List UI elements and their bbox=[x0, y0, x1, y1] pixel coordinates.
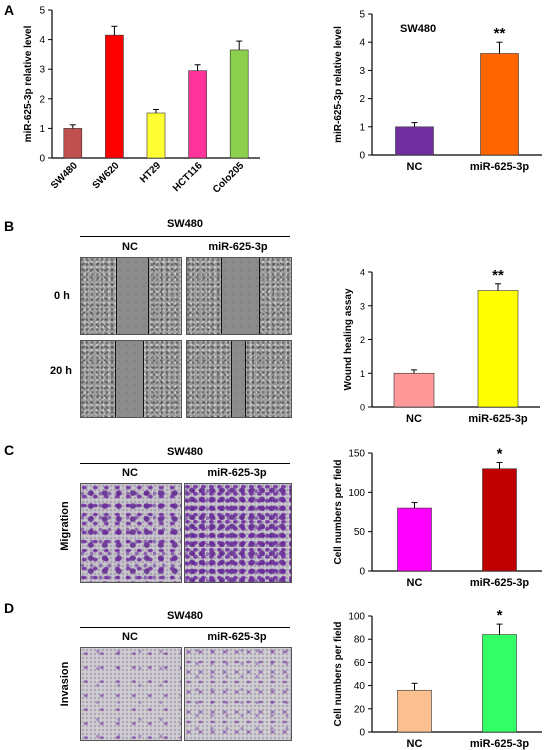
y-tick-label: 2 bbox=[359, 94, 365, 105]
x-tick-label: miR-625-3p bbox=[468, 413, 528, 425]
y-tick-label: 4 bbox=[359, 38, 365, 49]
x-tick-label: SW480 bbox=[49, 160, 80, 191]
y-tick-label: 1 bbox=[39, 124, 45, 135]
panel-d-rule bbox=[80, 627, 290, 628]
y-tick-label: 4 bbox=[39, 35, 45, 46]
y-tick-label: 2 bbox=[39, 94, 45, 105]
bar bbox=[397, 507, 432, 572]
bar bbox=[482, 634, 517, 733]
y-tick-label: 3 bbox=[360, 301, 365, 311]
y-tick-label: 80 bbox=[354, 635, 366, 646]
y-tick-label: 1 bbox=[360, 369, 365, 379]
y-axis-label: miR-625-3p relative level bbox=[23, 25, 34, 142]
panel-b-row-0h: 0 h bbox=[54, 290, 70, 302]
bar bbox=[393, 372, 435, 408]
panel-d-col-mir: miR-625-3p bbox=[207, 631, 267, 643]
bar bbox=[188, 70, 207, 159]
panel-d-side-label: Invasion bbox=[59, 661, 71, 707]
panel-c-col-nc: NC bbox=[122, 467, 138, 479]
y-tick-label: 60 bbox=[354, 658, 366, 669]
y-tick-label: 3 bbox=[359, 66, 365, 77]
x-tick-label: NC bbox=[406, 413, 422, 425]
bar bbox=[397, 689, 432, 733]
y-tick-label: 100 bbox=[348, 612, 365, 623]
chart-c-right: Cell numbers per field 0 50 100 150 NC * miR-62… bbox=[333, 445, 542, 589]
x-tick-label: HT29 bbox=[138, 160, 163, 185]
chart-a-left: miR-625-3p relative level 0 1 2 3 4 5 SW480 SW62… bbox=[23, 6, 260, 196]
y-axis-label: Cell numbers per field bbox=[333, 621, 344, 726]
y-tick-label: 50 bbox=[354, 527, 366, 538]
panel-c-header: SW480 bbox=[166, 446, 204, 458]
y-tick-label: 150 bbox=[348, 449, 365, 460]
y-tick-label: 3 bbox=[39, 65, 45, 76]
wound-image-nc-0h bbox=[80, 257, 182, 335]
migration-image-nc bbox=[80, 483, 182, 583]
bar bbox=[480, 53, 519, 156]
migration-image-mir bbox=[184, 483, 292, 583]
panel-letter-b: B bbox=[4, 218, 15, 234]
bar bbox=[63, 128, 83, 159]
chart-b-right: Wound healing assay 0 1 2 3 4 NC ** miR-625-3p bbox=[343, 267, 540, 425]
wound-image-mir-0h bbox=[186, 257, 292, 335]
bar bbox=[105, 34, 124, 159]
significance-mark: ** bbox=[494, 25, 506, 42]
y-tick-label: 40 bbox=[354, 681, 366, 692]
panel-letter-d: D bbox=[4, 600, 15, 616]
significance-mark: * bbox=[497, 445, 503, 462]
y-tick-label: 0 bbox=[39, 154, 45, 165]
bar bbox=[146, 112, 166, 159]
bar bbox=[229, 49, 249, 159]
x-tick-label: HCT116 bbox=[171, 160, 205, 194]
x-tick-label: SW620 bbox=[91, 160, 122, 191]
significance-mark: ** bbox=[492, 267, 504, 284]
bar bbox=[482, 468, 517, 572]
panel-b-header: SW480 bbox=[166, 218, 204, 230]
panel-c-rule bbox=[80, 463, 290, 464]
y-axis-label: miR-625-3p relative level bbox=[333, 26, 344, 143]
significance-mark: * bbox=[497, 608, 503, 624]
chart-a-right: miR-625-3p relative level 0 1 2 3 4 5 SW480 NC **… bbox=[333, 10, 542, 173]
y-tick-label: 2 bbox=[360, 335, 365, 345]
y-axis-label: Wound healing assay bbox=[343, 288, 354, 390]
y-tick-label: 20 bbox=[354, 704, 366, 715]
chart-d-right: Cell numbers per field 0 20 40 60 80 100 NC * miR… bbox=[333, 608, 542, 750]
wound-image-nc-20h bbox=[80, 340, 182, 418]
panel-d-col-nc: NC bbox=[122, 631, 138, 643]
y-tick-label: 4 bbox=[360, 268, 365, 278]
x-tick-label: NC bbox=[407, 577, 423, 589]
x-tick-label: miR-625-3p bbox=[470, 738, 530, 750]
y-axis-label: Cell numbers per field bbox=[333, 459, 344, 564]
x-tick-label: Colo205 bbox=[211, 160, 247, 196]
invasion-image-nc bbox=[80, 647, 182, 741]
panel-d-header: SW480 bbox=[166, 610, 204, 622]
x-tick-label: miR-625-3p bbox=[470, 161, 530, 173]
y-tick-label: 5 bbox=[39, 6, 45, 17]
bar bbox=[395, 126, 434, 156]
panel-b-col-mir: miR-625-3p bbox=[208, 241, 268, 253]
panel-c-col-mir: miR-625-3p bbox=[207, 467, 267, 479]
y-tick-label: 5 bbox=[359, 10, 365, 21]
y-tick-label: 0 bbox=[359, 151, 365, 162]
x-tick-label: NC bbox=[407, 738, 423, 750]
wound-image-mir-20h bbox=[186, 340, 292, 418]
y-tick-label: 0 bbox=[360, 403, 365, 413]
chart-title: SW480 bbox=[400, 23, 436, 35]
bar bbox=[477, 290, 519, 408]
y-tick-label: 0 bbox=[359, 567, 365, 578]
y-tick-label: 100 bbox=[348, 488, 365, 499]
invasion-image-mir bbox=[184, 647, 292, 741]
panel-c-side-label: Migration bbox=[59, 501, 71, 551]
panel-b-rule bbox=[80, 236, 290, 237]
panel-letter-a: A bbox=[4, 2, 15, 18]
panel-letter-c: C bbox=[4, 442, 15, 458]
panel-b-row-20h: 20 h bbox=[50, 365, 73, 377]
x-tick-label: miR-625-3p bbox=[470, 577, 530, 589]
y-tick-label: 0 bbox=[359, 728, 365, 739]
x-tick-label: NC bbox=[407, 161, 423, 173]
y-tick-label: 1 bbox=[359, 122, 365, 133]
panel-b-col-nc: NC bbox=[122, 241, 138, 253]
